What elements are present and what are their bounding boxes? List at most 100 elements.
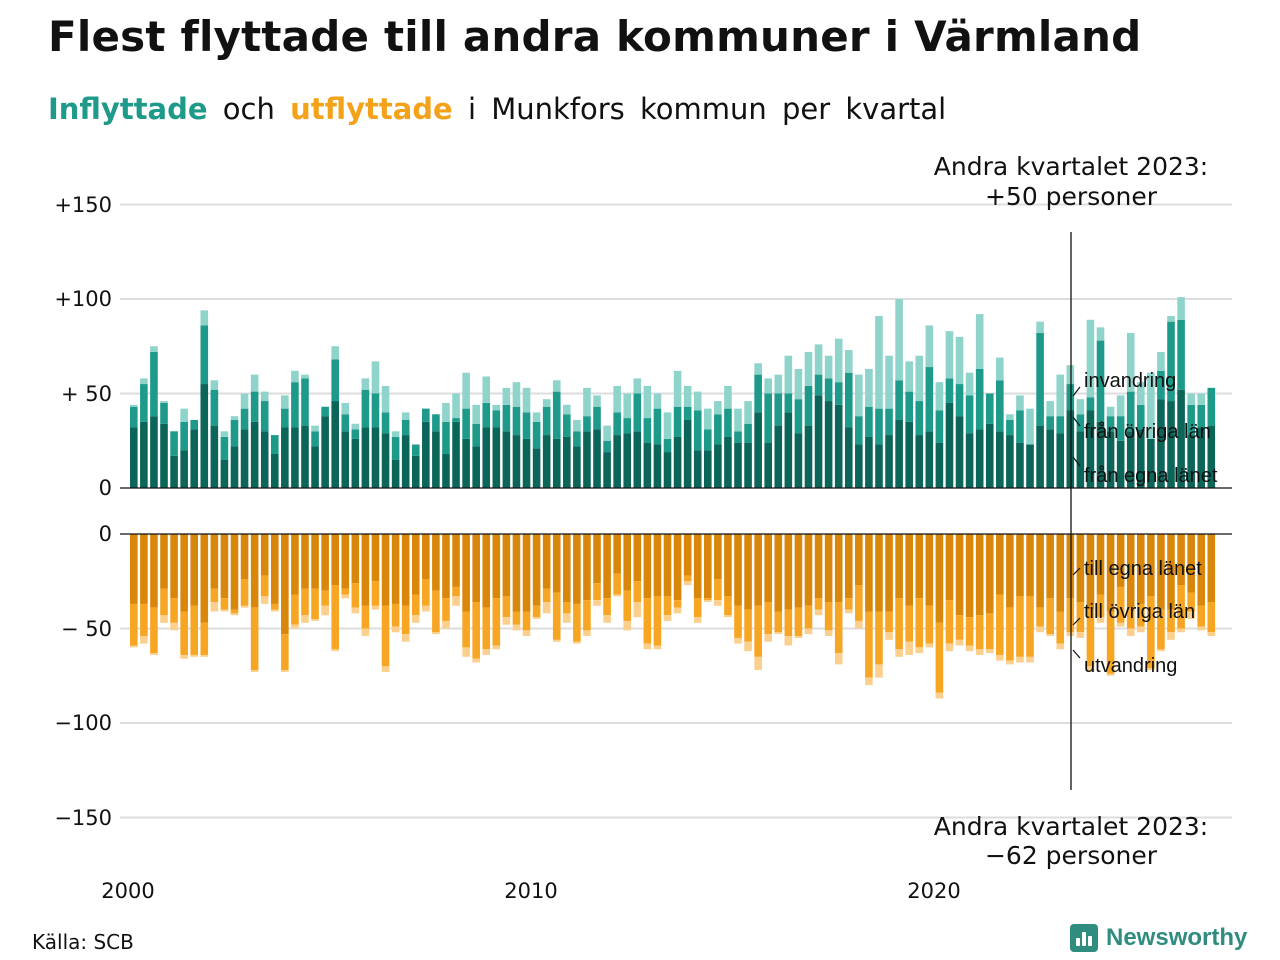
- y-tick-bottom-50: − 50: [61, 617, 112, 641]
- bar-out-own: [1076, 534, 1085, 603]
- bar-in-abroad: [401, 412, 410, 420]
- bar-in-other: [673, 406, 682, 437]
- bar-in-abroad: [804, 351, 813, 386]
- bar-in-own: [411, 455, 420, 488]
- bar-in-own: [281, 427, 289, 488]
- bar-in-other: [764, 393, 773, 443]
- bar-in-other: [975, 368, 984, 430]
- bar-out-abroad: [532, 617, 541, 620]
- bar-out-abroad: [150, 653, 158, 655]
- bar-out-other: [975, 615, 984, 650]
- bar-in-abroad: [361, 378, 370, 390]
- bar-in-abroad: [140, 378, 148, 385]
- bar-in-own: [744, 442, 752, 488]
- bar-out-other: [683, 575, 692, 582]
- bar-out-abroad: [734, 637, 742, 644]
- bar-out-other: [673, 600, 682, 608]
- bar-in-abroad: [1137, 382, 1145, 405]
- bar-out-own: [140, 534, 148, 604]
- bar-out-own: [210, 534, 219, 589]
- bar-out-abroad: [401, 634, 410, 642]
- bar-out-abroad: [824, 630, 833, 637]
- bar-in-other: [130, 406, 138, 428]
- bar-out-other: [1207, 602, 1216, 633]
- bar-in-own: [401, 435, 410, 488]
- bar-out-own: [331, 534, 339, 586]
- bar-in-own: [311, 446, 319, 488]
- bar-in-other: [351, 429, 360, 439]
- bar-out-other: [472, 602, 480, 659]
- bar-in-abroad: [552, 380, 561, 392]
- bar-in-own: [301, 425, 309, 488]
- bar-in-own: [351, 438, 360, 488]
- annotation-bottom-line2: −62 personer: [985, 841, 1158, 870]
- bar-out-other: [1056, 611, 1065, 644]
- bar-in-own: [522, 438, 531, 488]
- bar-in-other: [603, 440, 611, 453]
- bar-out-abroad: [492, 645, 501, 650]
- bar-in-own: [1066, 410, 1075, 488]
- bar-in-other: [522, 412, 531, 439]
- bar-in-other: [724, 408, 732, 437]
- bar-in-other: [391, 436, 400, 460]
- bar-in-other: [623, 418, 632, 434]
- bar-in-abroad: [371, 361, 380, 394]
- bar-out-own: [925, 534, 934, 606]
- bar-in-abroad: [714, 401, 722, 415]
- bar-in-own: [844, 427, 853, 488]
- bar-in-other: [1187, 404, 1195, 436]
- bar-out-own: [754, 534, 762, 606]
- bar-out-own: [1066, 534, 1075, 599]
- bar-out-abroad: [200, 654, 209, 657]
- bar-out-own: [996, 534, 1004, 595]
- bar-in-own: [734, 442, 742, 488]
- bar-out-other: [905, 605, 913, 642]
- bar-in-own: [1106, 431, 1115, 488]
- bar-out-other: [663, 596, 672, 616]
- bar-out-other: [744, 609, 752, 642]
- bar-out-other: [935, 622, 944, 693]
- bar-out-own: [512, 534, 521, 612]
- bar-out-own: [764, 534, 773, 603]
- bar-out-own: [260, 534, 269, 576]
- bar-out-other: [844, 598, 853, 610]
- bar-out-abroad: [1016, 656, 1024, 663]
- bar-out-own: [744, 534, 752, 610]
- chart-subtitle: Inflyttade och utflyttade i Munkfors kom…: [48, 92, 946, 126]
- bar-in-other: [613, 412, 621, 436]
- bar-in-own: [804, 425, 813, 488]
- bar-out-abroad: [714, 600, 722, 606]
- bar-out-other: [965, 617, 974, 646]
- bar-in-abroad: [975, 314, 984, 369]
- bar-out-abroad: [270, 609, 279, 612]
- bar-in-own: [945, 402, 954, 488]
- bar-in-own: [693, 450, 702, 488]
- bar-in-abroad: [915, 355, 924, 402]
- bar-in-own: [532, 448, 541, 488]
- bar-out-other: [160, 588, 168, 616]
- bar-out-own: [381, 534, 390, 606]
- bar-in-other: [452, 418, 460, 422]
- bar-out-abroad: [210, 602, 219, 612]
- bar-out-other: [130, 603, 138, 646]
- bar-in-abroad: [250, 374, 259, 392]
- bar-in-other: [442, 421, 450, 454]
- bar-in-other: [462, 408, 470, 439]
- bar-out-abroad: [140, 636, 148, 644]
- bar-out-other: [633, 581, 642, 603]
- bar-out-abroad: [985, 649, 994, 654]
- brand-logo: Newsworthy: [1070, 924, 1247, 952]
- bar-in-other: [1167, 321, 1175, 402]
- bar-in-own: [130, 427, 138, 488]
- bar-in-abroad: [1086, 319, 1095, 398]
- bar-in-other: [542, 406, 551, 436]
- bar-out-other: [925, 605, 934, 644]
- bar-out-abroad: [583, 630, 591, 637]
- bar-out-own: [834, 534, 843, 603]
- bar-out-abroad: [794, 636, 803, 638]
- bar-in-own: [341, 431, 350, 488]
- bar-in-other: [683, 406, 692, 420]
- bar-out-other: [714, 579, 722, 601]
- bar-out-abroad: [1076, 632, 1085, 638]
- bar-in-other: [955, 384, 964, 417]
